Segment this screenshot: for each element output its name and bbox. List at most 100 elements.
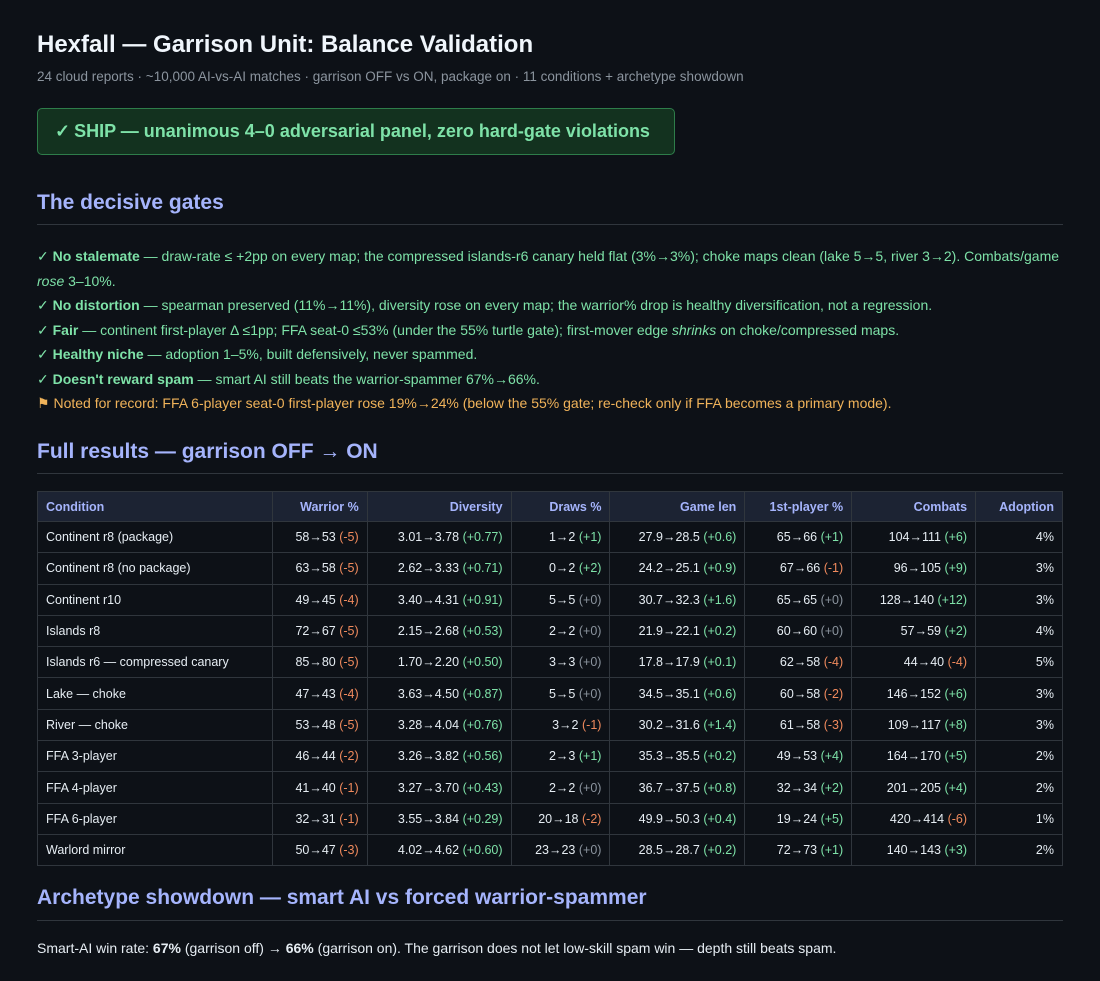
- metric-delta: (-4): [823, 655, 844, 670]
- adoption-cell: 4%: [975, 520, 1063, 554]
- metric-value: 3.55→3.84: [397, 811, 460, 826]
- metric-cell: 109→117 (+8): [851, 708, 977, 742]
- metric-delta: (+0): [820, 624, 844, 639]
- metric-value: 53→48: [295, 717, 336, 732]
- table-row: River — choke 53→48 (-5) 3.28→4.04 (+0.76)…: [37, 708, 1063, 742]
- metric-cell: 0→2 (+2): [510, 552, 611, 585]
- check-icon: ✓: [37, 346, 49, 362]
- record-note-text: Noted for record: FFA 6-player seat-0 fi…: [53, 395, 892, 411]
- adoption-cell: 3%: [975, 583, 1063, 616]
- metric-value: 2→3: [548, 749, 576, 764]
- metric-value: 58→53: [295, 530, 336, 545]
- gate-name: Doesn't reward spam: [52, 370, 194, 387]
- metric-value: 164→170: [886, 749, 941, 764]
- metric-delta: (+0): [820, 592, 844, 607]
- metric-delta: (-5): [339, 624, 359, 639]
- metric-delta: (+5): [944, 749, 968, 764]
- metric-delta: (+0.43): [462, 780, 503, 795]
- column-header: Warrior %: [271, 491, 368, 522]
- page-title: Hexfall — Garrison Unit: Balance Validat…: [37, 31, 534, 58]
- gate-text-tail: on choke/compressed maps.: [716, 321, 900, 338]
- metric-value: 146→152: [886, 686, 941, 701]
- win-rate-off: 67%: [152, 940, 181, 956]
- metric-value: 3.27→3.70: [397, 780, 460, 795]
- table-row: FFA 3-player 46→44 (-2) 3.26→3.82 (+0.56) 2…: [37, 740, 1063, 773]
- metric-delta: (+0.91): [462, 592, 503, 607]
- metric-cell: 3.01→3.78 (+0.77): [366, 520, 512, 554]
- metric-value: 60→58: [779, 686, 821, 701]
- column-header: Condition: [37, 491, 273, 522]
- metric-value: 420→414: [889, 811, 945, 826]
- metric-value: 3→3: [548, 655, 576, 670]
- showdown-text: (garrison off) →: [180, 940, 286, 956]
- metric-delta: (-3): [339, 843, 359, 858]
- page-subtitle: 24 cloud reports · ~10,000 AI-vs-AI matc…: [37, 69, 744, 84]
- metric-cell: 24.2→25.1 (+0.9): [609, 552, 746, 585]
- metric-cell: 3.63→4.50 (+0.87): [366, 677, 512, 710]
- metric-value: 32→31: [295, 811, 336, 826]
- gate-item: ✓ Doesn't reward spam — smart AI still b…: [37, 367, 1063, 392]
- metric-value: 3.40→4.31: [397, 592, 460, 607]
- table-row: Continent r8 (package) 58→53 (-5) 3.01→3.7…: [37, 520, 1063, 554]
- win-rate-on: 66%: [285, 940, 314, 956]
- gate-text: — adoption 1–5%, built defensively, neve…: [143, 346, 478, 362]
- metric-value: 128→140: [879, 592, 935, 607]
- metric-cell: 85→80 (-5): [271, 646, 368, 679]
- metric-value: 65→65: [776, 592, 818, 607]
- check-icon: ✓: [55, 121, 71, 141]
- metric-cell: 20→18 (-2): [510, 802, 611, 835]
- metric-delta: (+0.76): [462, 717, 503, 732]
- metric-value: 96→105: [893, 561, 941, 576]
- gate-name: No distortion: [52, 297, 140, 313]
- metric-delta: (+5): [820, 811, 844, 826]
- metric-delta: (-4): [339, 686, 359, 701]
- metric-delta: (+6): [944, 686, 968, 701]
- metric-value: 72→67: [295, 624, 336, 639]
- record-note: ⚑ Noted for record: FFA 6-player seat-0 …: [37, 391, 1063, 416]
- adoption-cell: 4%: [975, 614, 1063, 648]
- column-header: Combats: [851, 491, 977, 522]
- metric-value: 60→60: [776, 624, 818, 639]
- metric-cell: 44→40 (-4): [851, 646, 977, 679]
- adoption-cell: 3%: [975, 677, 1063, 710]
- adoption-cell: 3%: [975, 708, 1063, 742]
- metric-cell: 49→45 (-4): [271, 583, 368, 616]
- metric-delta: (+1): [820, 530, 844, 545]
- metric-cell: 34.5→35.1 (+0.6): [609, 677, 746, 710]
- metric-delta: (+0.50): [462, 655, 503, 670]
- gate-item: ✓ No stalemate — draw-rate ≤ +2pp on eve…: [37, 244, 1063, 293]
- metric-delta: (-2): [823, 686, 844, 701]
- metric-value: 4.02→4.62: [397, 843, 460, 858]
- metric-value: 0→2: [548, 561, 576, 576]
- metric-cell: 28.5→28.7 (+0.2): [609, 833, 746, 867]
- section-divider: [37, 920, 1063, 921]
- table-row: Lake — choke 47→43 (-4) 3.63→4.50 (+0.87) 5…: [37, 677, 1063, 710]
- metric-cell: 46→44 (-2): [271, 740, 368, 773]
- metric-delta: (+12): [937, 592, 968, 607]
- metric-value: 140→143: [886, 843, 941, 858]
- metric-delta: (+0.56): [462, 749, 503, 764]
- condition-cell: Islands r6 — compressed canary: [37, 646, 273, 679]
- metric-delta: (+0.53): [462, 624, 503, 639]
- metric-delta: (-5): [339, 530, 359, 545]
- metric-delta: (+0.77): [462, 530, 503, 545]
- condition-cell: River — choke: [37, 708, 273, 742]
- metric-cell: 63→58 (-5): [271, 552, 368, 585]
- metric-cell: 17.8→17.9 (+0.1): [609, 646, 746, 679]
- metric-cell: 140→143 (+3): [851, 833, 977, 867]
- metric-value: 65→66: [776, 530, 818, 545]
- metric-value: 36.7→37.5: [638, 780, 700, 795]
- results-table: Condition Warrior % Diversity Draws % Ga…: [37, 491, 1063, 867]
- metric-delta: (+0.29): [462, 811, 503, 826]
- section-divider: [37, 473, 1063, 474]
- metric-value: 3.26→3.82: [397, 749, 460, 764]
- metric-cell: 36.7→37.5 (+0.8): [609, 771, 746, 804]
- metric-delta: (-1): [582, 717, 602, 732]
- check-icon: ✓: [37, 248, 49, 264]
- metric-value: 72→73: [776, 843, 818, 858]
- adoption-cell: 5%: [975, 646, 1063, 679]
- metric-value: 5→5: [548, 686, 576, 701]
- metric-delta: (+3): [944, 843, 968, 858]
- column-header: Game len: [609, 491, 746, 522]
- metric-value: 44→40: [903, 655, 945, 670]
